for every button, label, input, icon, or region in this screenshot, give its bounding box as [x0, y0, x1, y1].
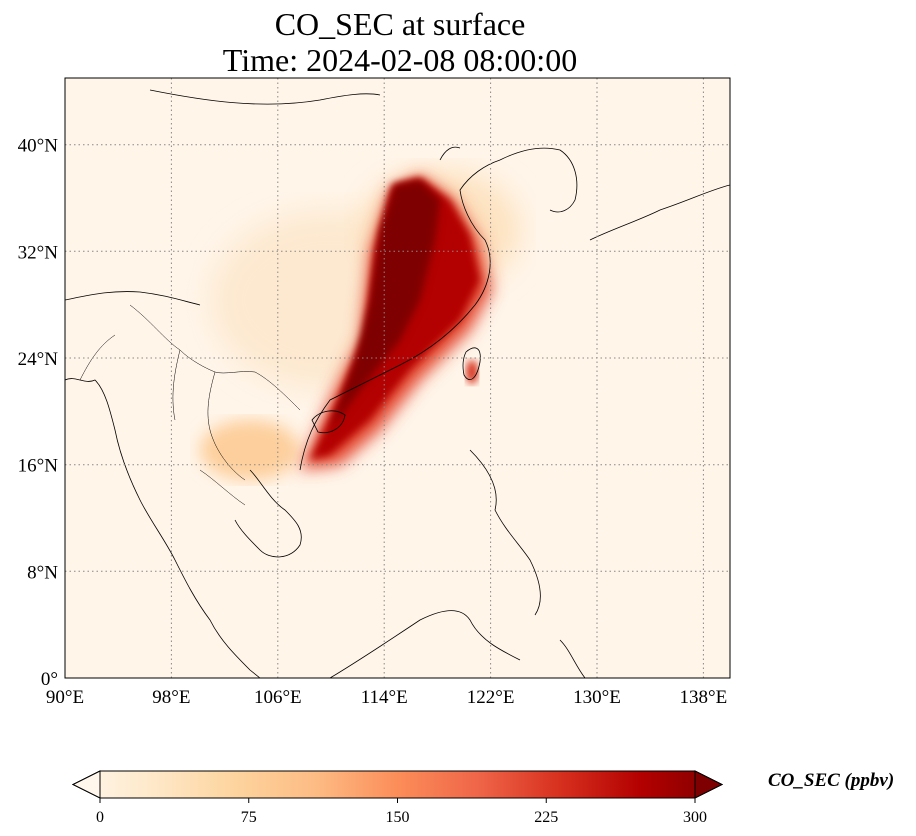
colorbar-label: CO_SEC (ppbv) [768, 770, 895, 791]
map-title-line2: Time: 2024-02-08 08:00:00 [222, 42, 578, 78]
co-concentration-field [200, 170, 520, 480]
colorbar-tick-label: 0 [96, 809, 104, 826]
colorbar-tick-label: 75 [241, 809, 257, 826]
lat-tick-label: 8°N [27, 562, 58, 583]
colorbar: 0 75 150 225 300 [71, 770, 724, 826]
colorbar-tick-label: 225 [534, 809, 558, 826]
map-frame [64, 77, 731, 679]
gridlines [65, 78, 730, 678]
lon-tick-label: 90°E [46, 687, 84, 708]
colorbar-tick-label: 300 [683, 809, 707, 826]
lon-tick-label: 130°E [573, 687, 621, 708]
lon-tick-label: 114°E [361, 687, 408, 708]
lat-tick-label: 40°N [18, 136, 59, 157]
lat-tick-label: 24°N [18, 349, 59, 370]
lon-tick-label: 98°E [152, 687, 190, 708]
country-borders [79, 304, 301, 506]
coastlines [65, 89, 730, 678]
lat-tick-label: 32°N [18, 242, 59, 263]
colorbar-extend-min [71, 770, 101, 799]
colorbar-bar [71, 770, 724, 799]
lon-tick-label: 106°E [254, 687, 302, 708]
lon-tick-label: 138°E [680, 687, 728, 708]
lat-tick-label: 0° [41, 669, 58, 690]
colorbar-extend-max [694, 770, 724, 799]
lat-tick-label: 16°N [18, 456, 59, 477]
lon-tick-label: 122°E [467, 687, 515, 708]
colorbar-tick-label: 150 [386, 809, 410, 826]
map-title-line1: CO_SEC at surface [274, 6, 526, 42]
